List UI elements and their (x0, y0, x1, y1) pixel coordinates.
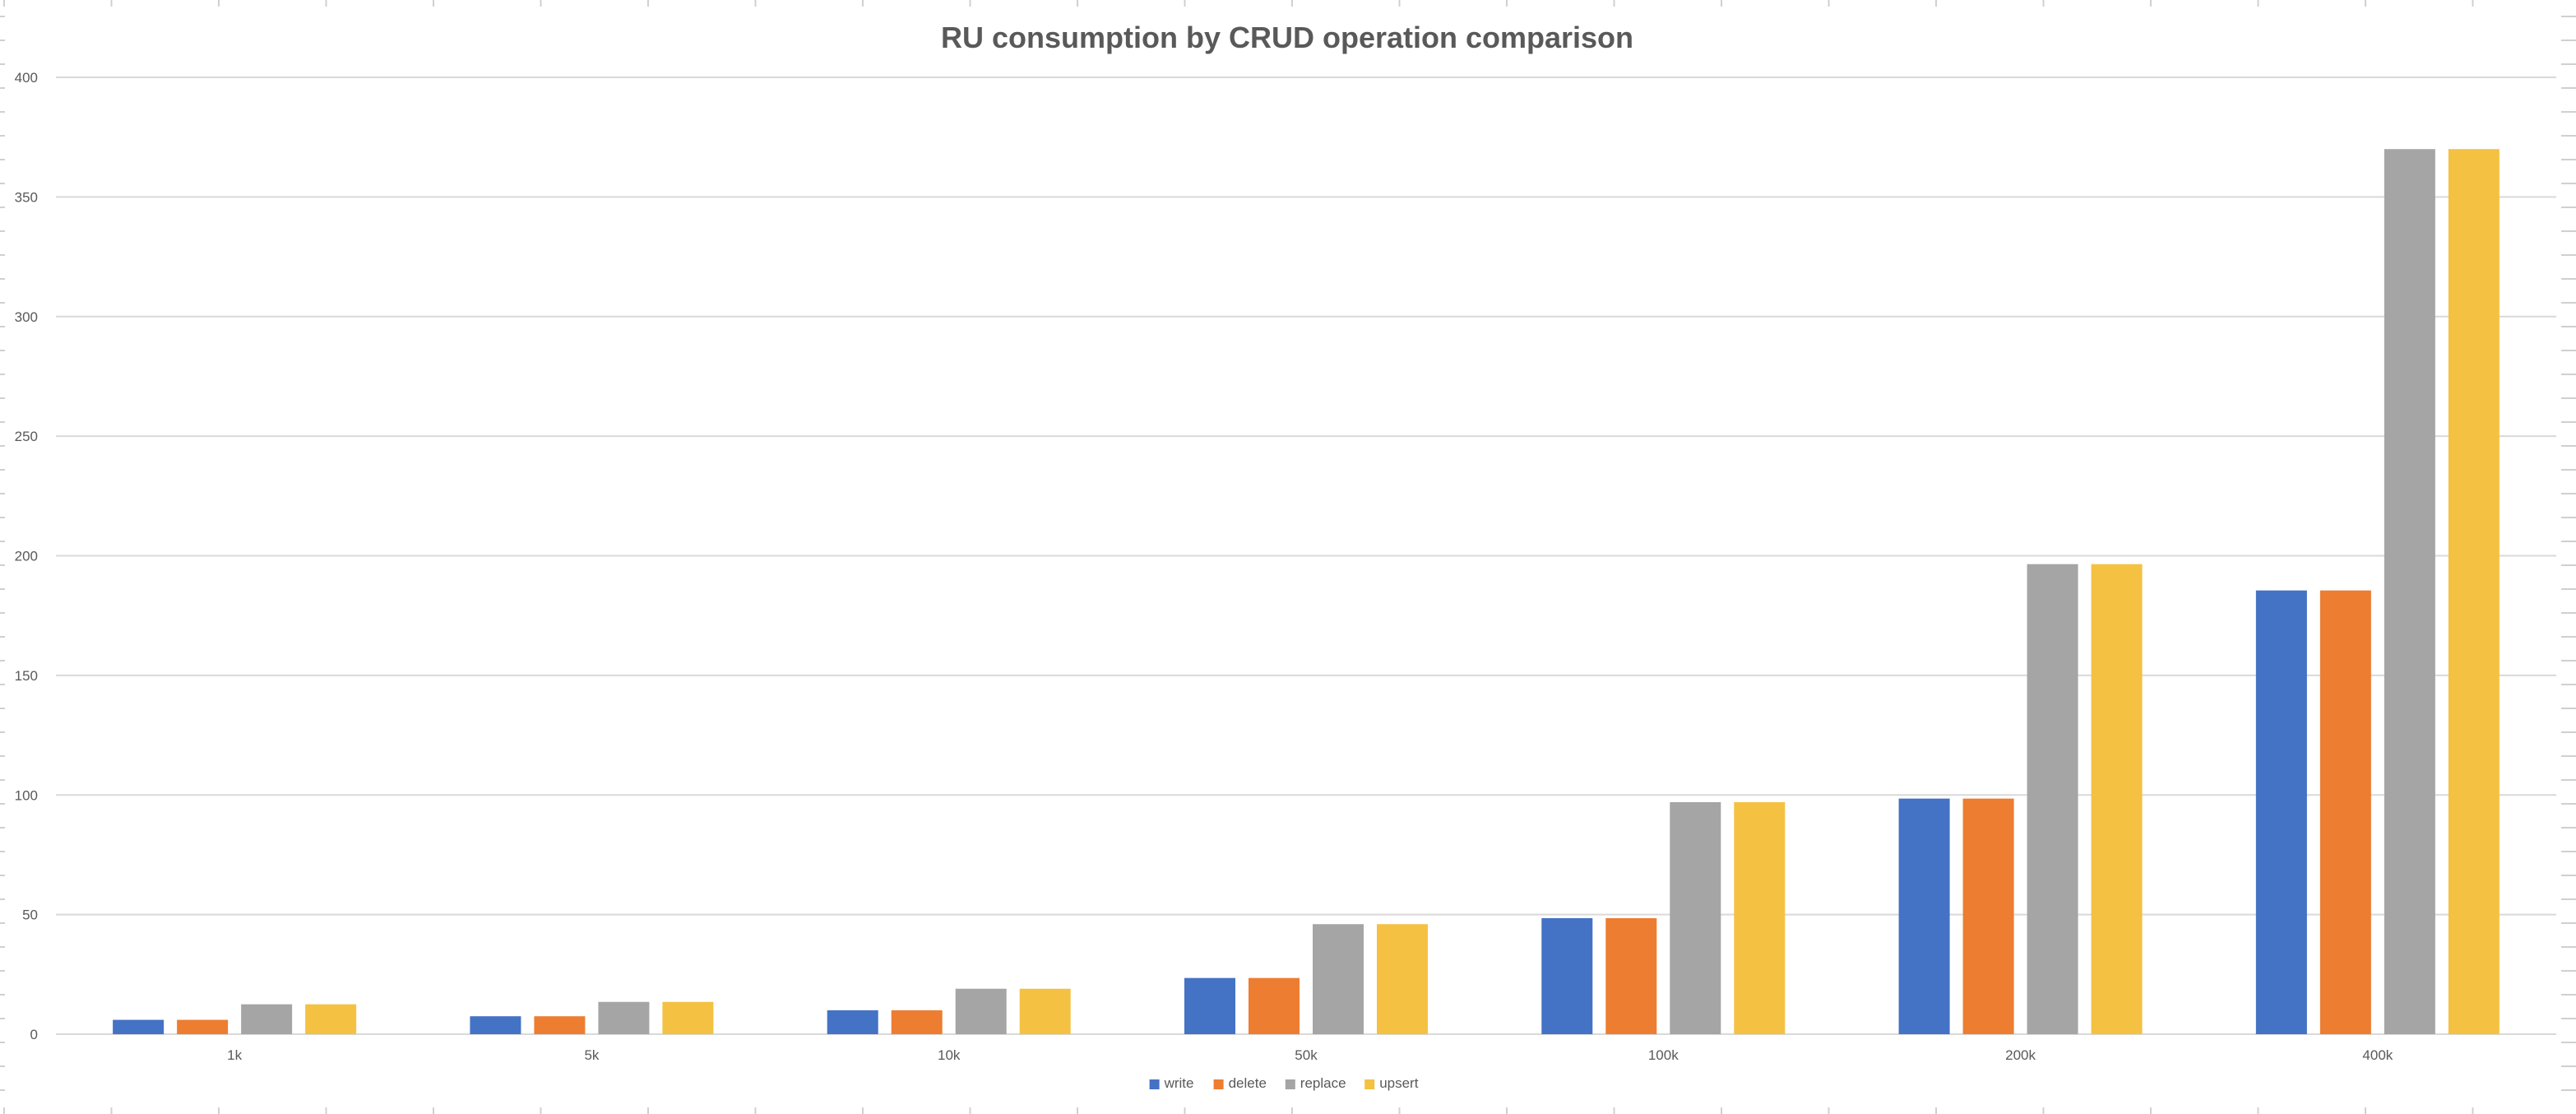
y-axis-ticks: 0 50 100 150 200 250 300 350 400 (15, 70, 38, 1042)
bar-write-10k (827, 1010, 878, 1034)
bar-delete-200k (1962, 798, 2014, 1034)
bar-replace-400k (2384, 149, 2435, 1035)
bar-delete-50k (1249, 977, 1300, 1034)
bar-upsert-400k (2448, 149, 2500, 1035)
bar-replace-10k (955, 988, 1007, 1034)
legend-swatch-replace (1285, 1079, 1295, 1089)
bar-replace-50k (1313, 924, 1364, 1034)
bar-write-200k (1898, 798, 1950, 1034)
bar-delete-5k (534, 1016, 586, 1034)
bar-replace-100k (1670, 801, 1721, 1034)
bar-write-1k (113, 1019, 164, 1034)
y-tick-label: 50 (22, 907, 38, 923)
x-tick-label: 400k (2362, 1047, 2393, 1063)
bar-delete-10k (891, 1010, 943, 1034)
bar-write-100k (1541, 917, 1593, 1034)
bar-upsert-1k (305, 1004, 357, 1034)
legend-label-delete: delete (1229, 1075, 1267, 1091)
x-axis-ticks: 1k 5k 10k 50k 100k 200k 400k (227, 1047, 2393, 1063)
y-tick-label: 150 (15, 668, 38, 684)
chart-gridlines (56, 77, 2556, 1035)
bar-upsert-100k (1734, 801, 1786, 1034)
chart-legend: write delete replace upsert (1149, 1075, 1419, 1091)
bar-delete-400k (2319, 590, 2371, 1034)
bar-replace-200k (2027, 564, 2078, 1034)
legend-label-write: write (1164, 1075, 1194, 1091)
y-tick-label: 0 (30, 1027, 38, 1042)
bar-marks (113, 149, 2500, 1035)
y-tick-label: 100 (15, 787, 38, 803)
x-tick-label: 1k (227, 1047, 242, 1063)
y-tick-label: 300 (15, 309, 38, 325)
legend-label-upsert: upsert (1379, 1075, 1419, 1091)
legend-swatch-write (1149, 1079, 1160, 1089)
y-tick-label: 200 (15, 549, 38, 564)
x-tick-label: 50k (1295, 1047, 1318, 1063)
bar-write-50k (1184, 977, 1235, 1034)
y-tick-label: 350 (15, 189, 38, 205)
bar-write-400k (2255, 590, 2307, 1034)
bar-replace-1k (241, 1004, 293, 1034)
chart-title: RU consumption by CRUD operation compari… (941, 21, 1633, 54)
legend-label-replace: replace (1300, 1075, 1346, 1091)
bar-upsert-50k (1377, 924, 1428, 1034)
y-tick-label: 400 (15, 70, 38, 86)
x-tick-label: 200k (2005, 1047, 2036, 1063)
bar-write-5k (470, 1016, 521, 1034)
legend-swatch-upsert (1364, 1079, 1375, 1089)
y-tick-label: 250 (15, 429, 38, 444)
bar-upsert-200k (2091, 564, 2143, 1034)
bar-upsert-5k (662, 1001, 714, 1034)
bar-delete-1k (177, 1019, 229, 1034)
bar-replace-5k (598, 1001, 650, 1034)
bar-delete-100k (1605, 917, 1657, 1034)
x-tick-label: 100k (1648, 1047, 1679, 1063)
bar-upsert-10k (1019, 988, 1071, 1034)
x-tick-label: 10k (938, 1047, 961, 1063)
legend-swatch-delete (1213, 1079, 1224, 1089)
x-tick-label: 5k (584, 1047, 599, 1063)
